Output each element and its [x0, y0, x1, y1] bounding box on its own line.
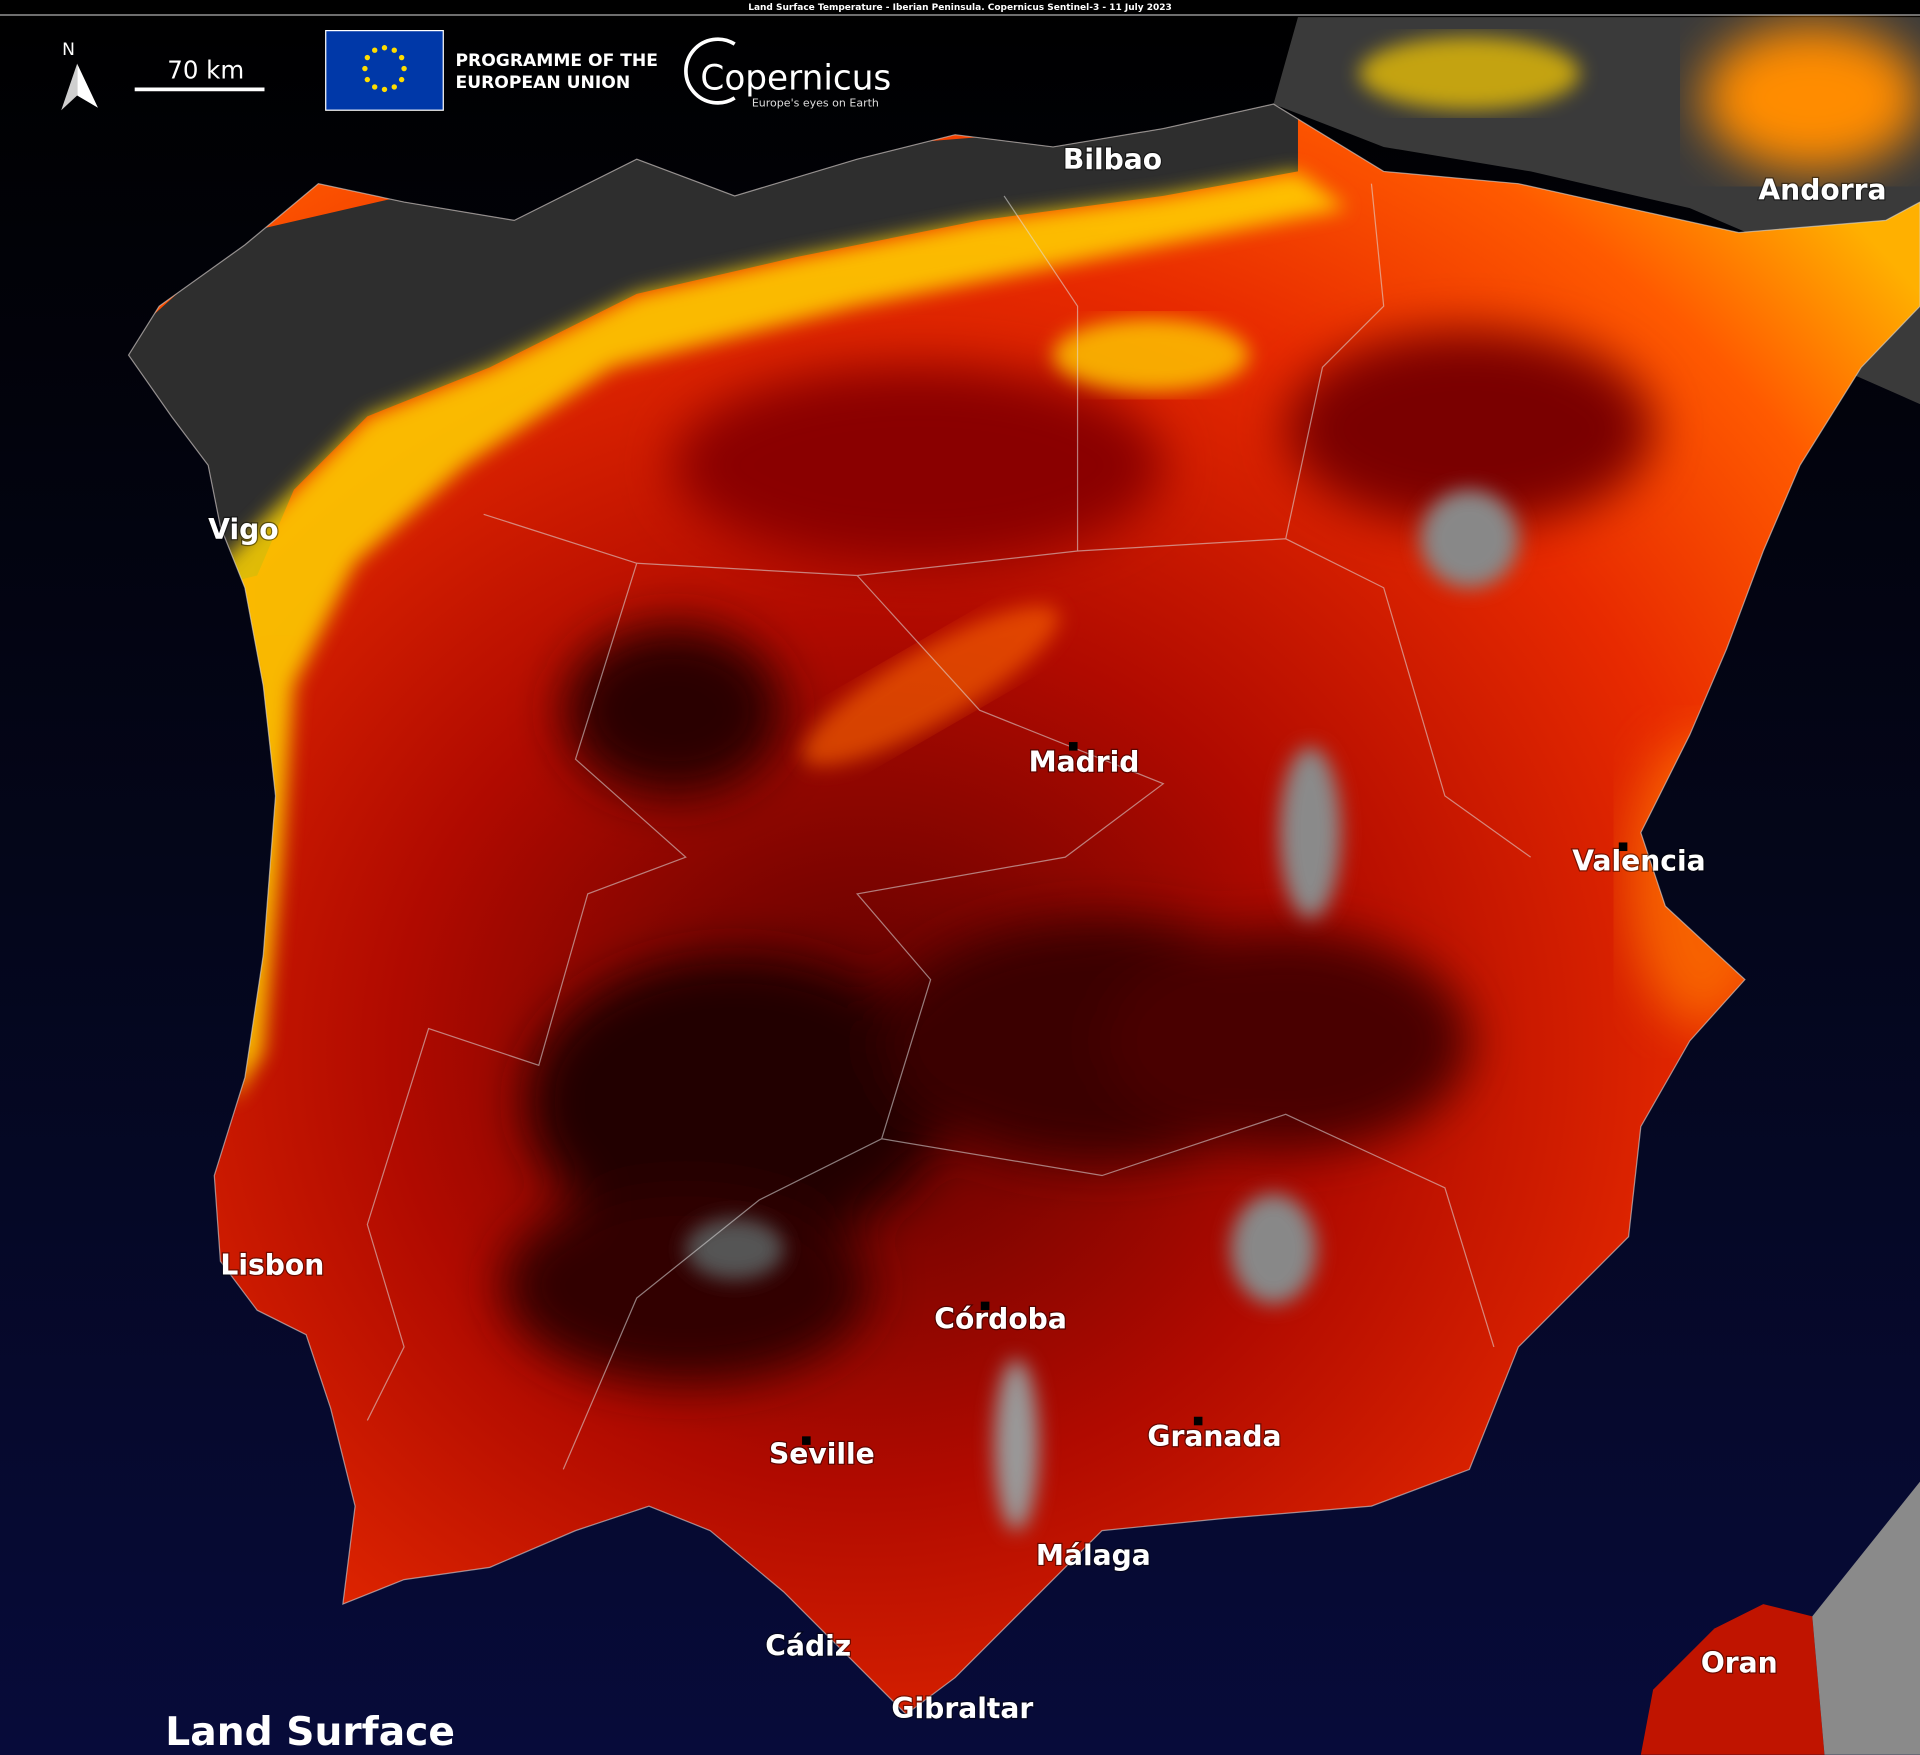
- france-heat: [1702, 24, 1920, 172]
- north-arrow: [77, 63, 98, 108]
- coastline: [127, 103, 1920, 1716]
- africa-land: [1812, 1481, 1920, 1755]
- north-label: N: [62, 40, 75, 60]
- city-markers: [802, 742, 1628, 1445]
- city-label: Bilbao: [1063, 143, 1162, 176]
- city-label: Lisbon: [220, 1249, 324, 1282]
- city-label: Andorra: [1758, 174, 1886, 207]
- africa-heat: [1640, 1604, 1825, 1755]
- eu-stars: [362, 45, 407, 93]
- scale-label: 70 km: [167, 55, 244, 84]
- city-label: Málaga: [1036, 1539, 1151, 1572]
- copernicus-brand: Copernicus: [700, 58, 891, 98]
- header-strip: [0, 0, 1920, 15]
- north-arrow: [61, 63, 78, 111]
- eu-programme: PROGRAMME OF THE: [456, 51, 658, 71]
- eu-union: EUROPEAN UNION: [456, 73, 631, 93]
- city-label: Valencia: [1572, 845, 1705, 878]
- header-caption: Land Surface Temperature - Iberian Penin…: [748, 3, 1172, 13]
- france-heat: [1359, 36, 1580, 111]
- city-label: Oran: [1701, 1647, 1778, 1680]
- city-label: Seville: [769, 1437, 875, 1470]
- warm-patch: [1053, 318, 1249, 392]
- city-label: Granada: [1147, 1420, 1281, 1453]
- city-label: Madrid: [1029, 745, 1140, 778]
- city-label: Vigo: [208, 513, 278, 546]
- copernicus-arc: [684, 37, 736, 105]
- eu-flag: [325, 30, 444, 111]
- cool-patches: [685, 489, 1519, 1531]
- north-warm-band: [208, 171, 1347, 1103]
- city-label: Gibraltar: [891, 1692, 1033, 1725]
- warm-patch: [802, 605, 1060, 766]
- copernicus-tagline: Europe's eyes on Earth: [752, 97, 879, 110]
- north-coast: [128, 104, 1298, 588]
- region-borders: [366, 183, 1531, 1470]
- map-title: Land Surface: [165, 1710, 455, 1755]
- city-label: Cádiz: [765, 1630, 851, 1663]
- city-label: Córdoba: [934, 1303, 1067, 1336]
